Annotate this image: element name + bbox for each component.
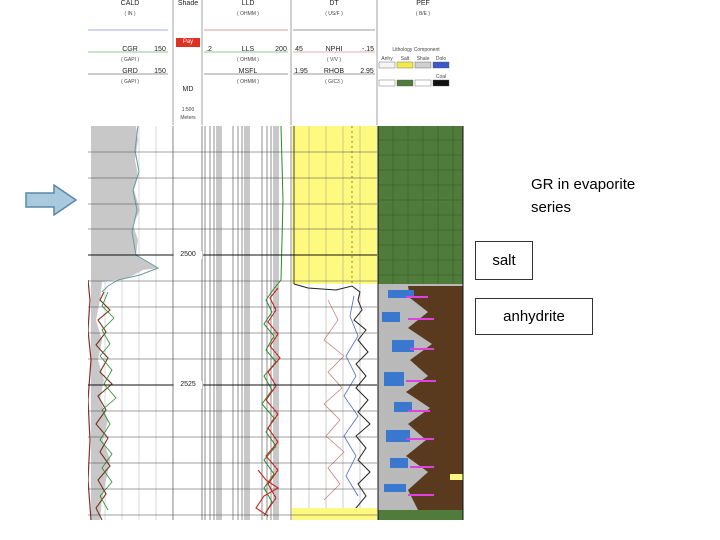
depth-md-label: MD [182, 86, 194, 93]
legend-dolo: Dolo [435, 56, 447, 62]
well-log-panel: CALD ( IN ) CGR ( GAPI ) GRD ( GAPI ) 15… [88, 0, 466, 520]
right-arrow-icon [25, 184, 78, 216]
evaporite-caption: GR in evaporite series [531, 176, 636, 216]
pay-flag: Pay [176, 38, 200, 47]
track1-unit2: ( GAPI ) [120, 57, 140, 63]
track4-unit1: ( B/E ) [415, 11, 431, 17]
track1-curve2-label: CGR [122, 46, 138, 53]
track1-unit1: ( IN ) [124, 11, 136, 17]
lithology-legend-title: Lithology Component [392, 47, 440, 53]
well-log-graphic [88, 0, 464, 520]
legend-shale: Shale [416, 56, 430, 62]
track3-scale-left: 45 [295, 46, 303, 53]
track2-curve1-label: LLD [241, 0, 255, 7]
track2-curve2-label: LLS [241, 46, 255, 53]
legend-anhy: Anhy [381, 56, 393, 62]
track4-curve1-label: PEF [416, 0, 430, 7]
track3-unit1: ( US/F ) [325, 11, 343, 17]
track2-scale-left: .2 [206, 46, 212, 53]
track1-curve1-label: CALD [120, 0, 140, 7]
track3-scale-left-3: 1.95 [294, 68, 308, 75]
salt-label-box: salt [475, 241, 533, 280]
track1-curve3-label: GRD [122, 68, 138, 75]
depth-scale: 1:500 [181, 107, 195, 113]
track3-curve3-label: RHOB [323, 68, 345, 75]
track1-scale-right: 150 [154, 46, 166, 53]
track1-unit3: ( GAPI ) [120, 79, 140, 85]
legend-coal: Coal [435, 74, 447, 80]
track2-unit1: ( OHMM ) [237, 11, 259, 17]
track1-scale-right-2: 150 [154, 68, 166, 75]
depth-mark-2525: 2525 [174, 381, 202, 389]
track3-unit3: ( G/C3 ) [325, 79, 343, 85]
track2-unit3: ( OHMM ) [237, 79, 259, 85]
track2-curve3-label: MSFL [238, 68, 258, 75]
track2-unit2: ( OHMM ) [237, 57, 259, 63]
anhydrite-label-box: anhydrite [475, 298, 593, 335]
track3-curve1-label: DT [329, 0, 339, 7]
track3-unit2: ( V/V ) [326, 57, 342, 63]
track3-curve2-label: NPHI [325, 46, 343, 53]
depth-mark-2500: 2500 [174, 251, 202, 259]
track2-scale-right: 200 [275, 46, 287, 53]
depth-unit: Meters [180, 115, 196, 121]
track3-scale-right: -.15 [361, 46, 375, 53]
shade-label: Shade [177, 0, 199, 7]
track3-scale-right-3: 2.95 [360, 68, 374, 75]
legend-salt: Salt [400, 56, 410, 62]
